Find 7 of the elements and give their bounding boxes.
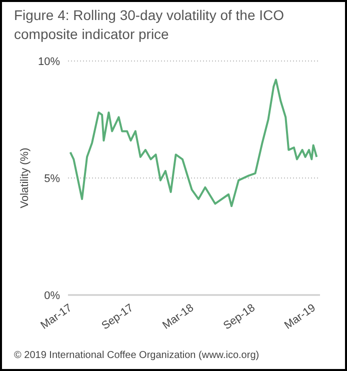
- y-tick-label: 10%: [38, 56, 60, 68]
- text: © 2019 International Coffee Organization (www.ico.org): [14, 350, 260, 361]
- y-axis-title: Volatility (%): [18, 148, 31, 208]
- line-series: [69, 78, 318, 208]
- y-tick-label: 0%: [44, 290, 60, 302]
- chart-title: Figure 4: Rolling 30-day volatility of the ICO composite indicator price: [14, 6, 286, 44]
- y-tick-label: 5%: [44, 172, 60, 185]
